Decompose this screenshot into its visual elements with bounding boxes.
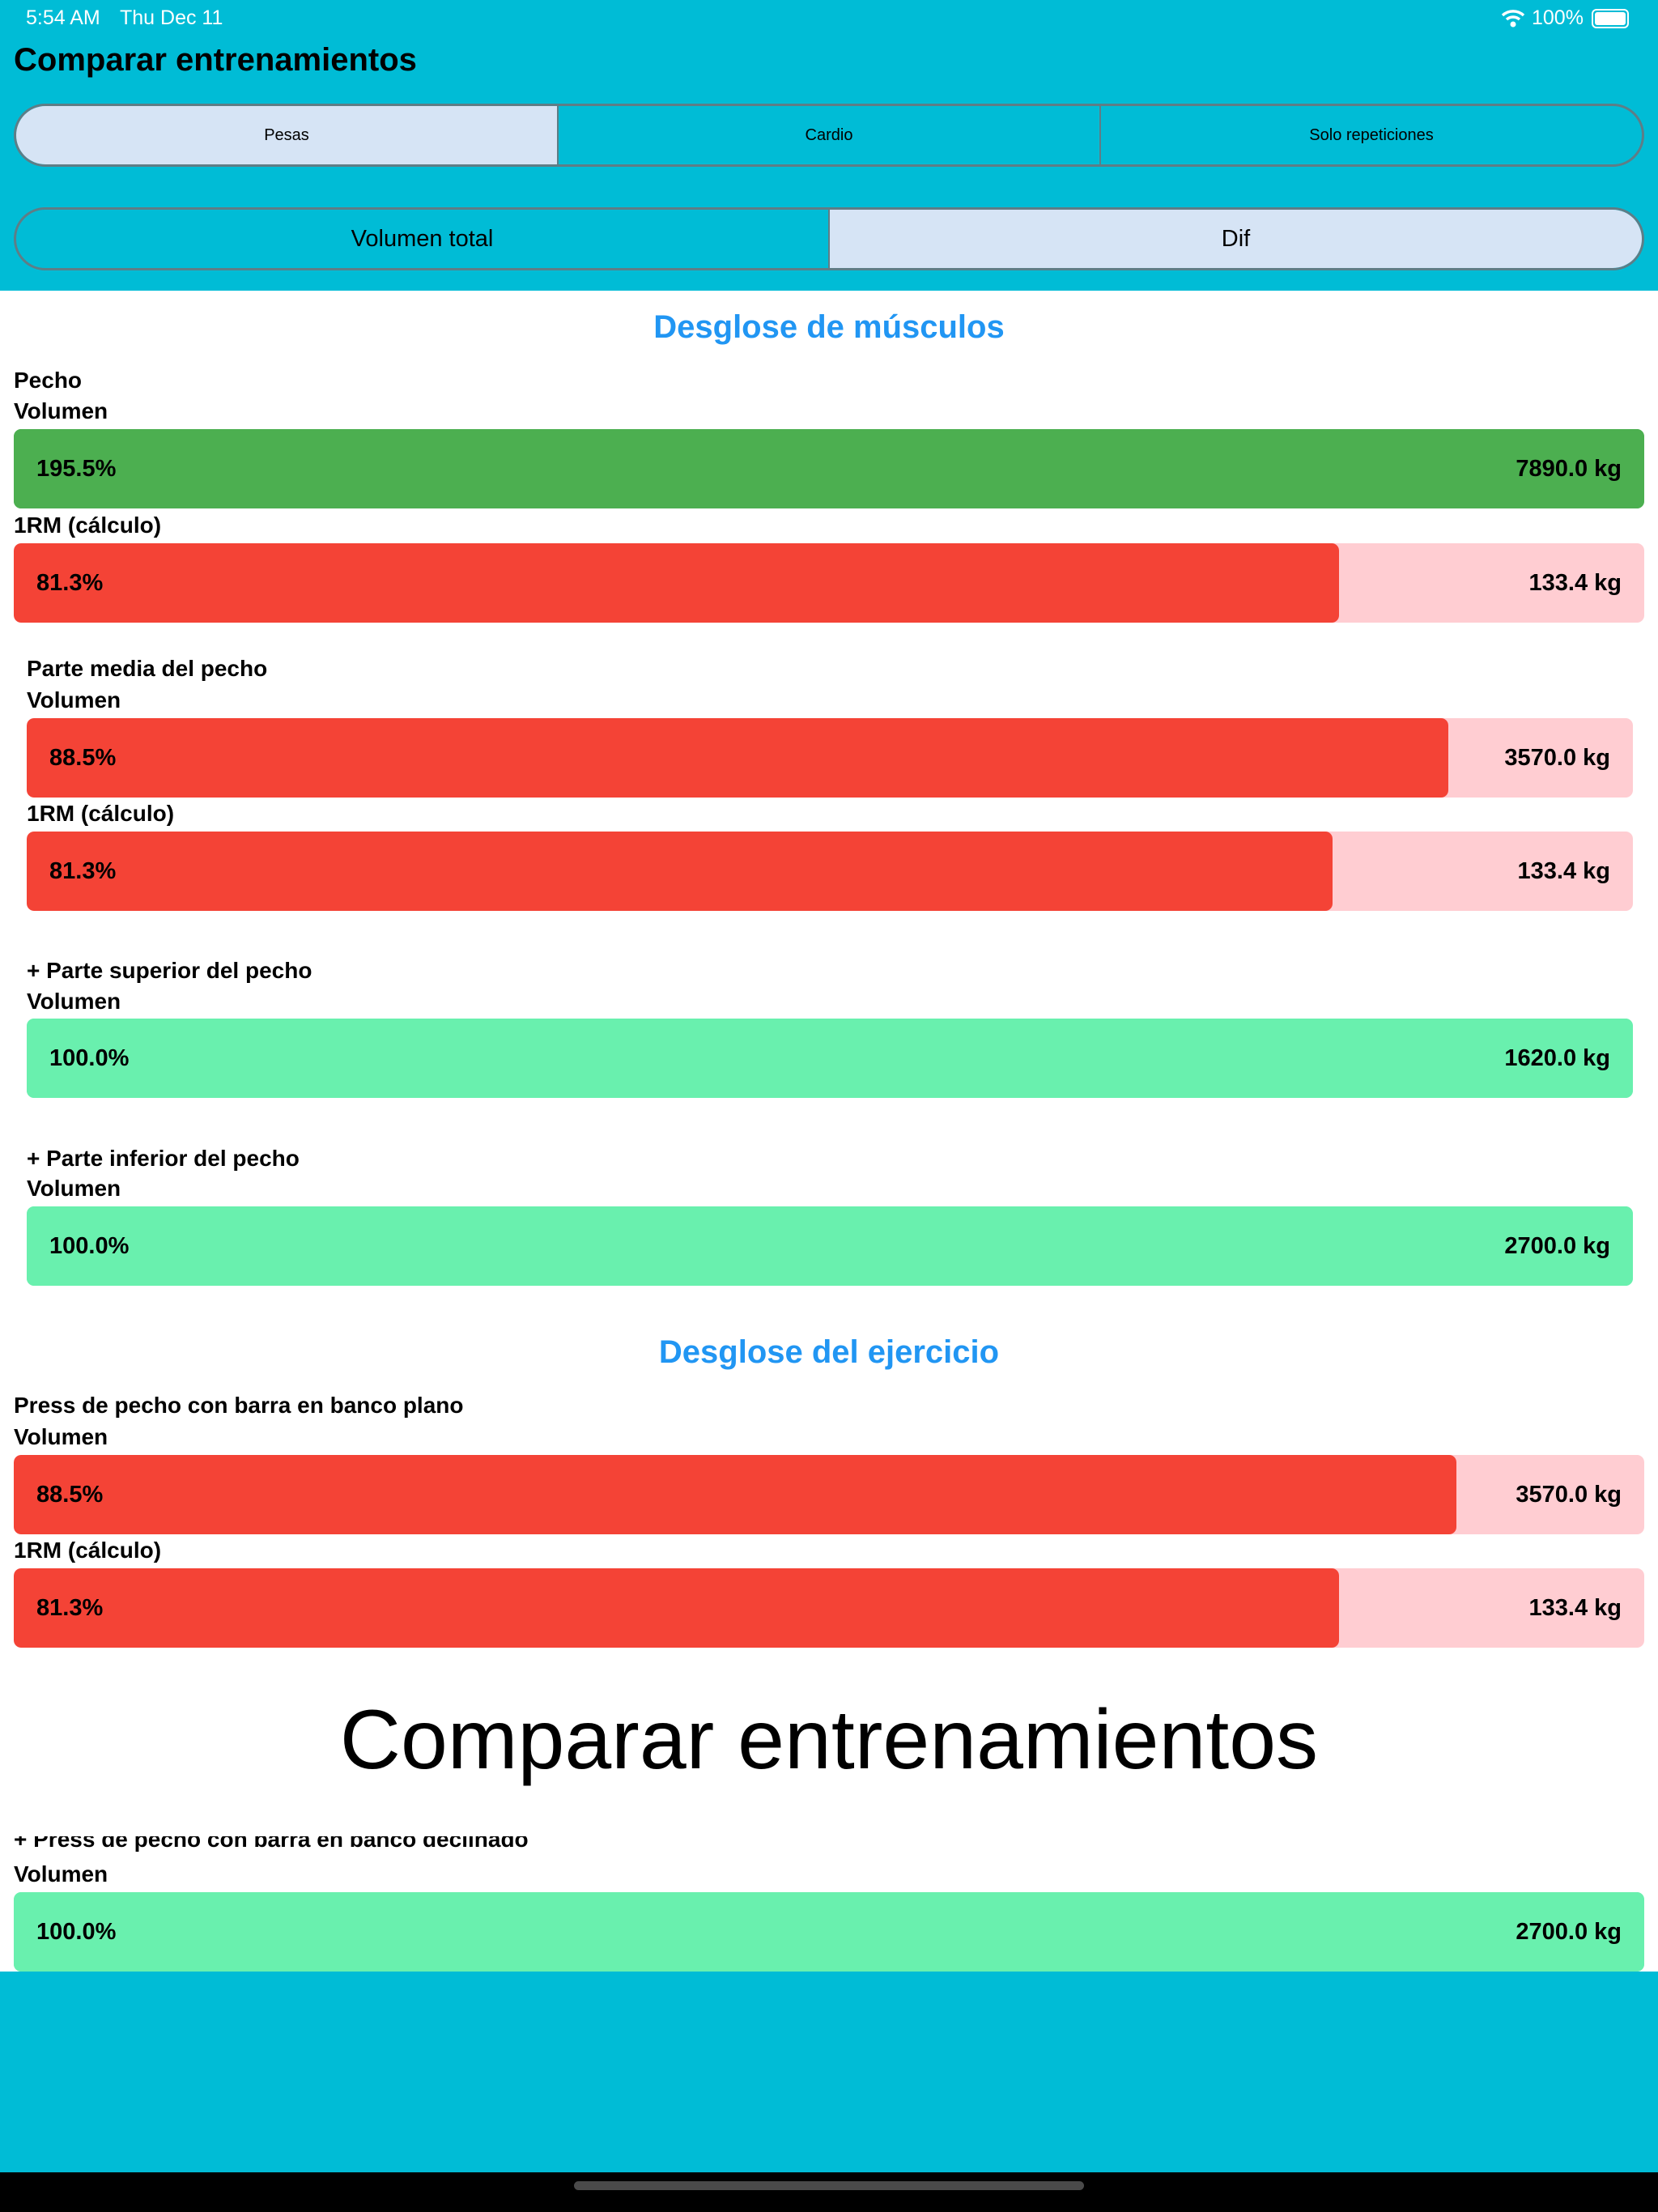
bar-fill <box>14 543 1340 623</box>
tab-volumen-total[interactable]: Volumen total <box>351 225 494 252</box>
comparison-bar: 81.3% 133.4 kg <box>14 543 1644 623</box>
percent-label: 100.0% <box>36 1918 117 1945</box>
percent-label: 88.5% <box>36 1481 104 1508</box>
comparison-bar: 81.3% 133.4 kg <box>14 1568 1644 1648</box>
metric-label: Volumen <box>27 1176 121 1201</box>
group-name: Pecho <box>14 368 83 393</box>
comparison-bar: 88.5% 3570.0 kg <box>27 718 1633 798</box>
bar-fill <box>27 718 1448 798</box>
bar-fill <box>14 429 1644 508</box>
workout-type-segmented-control: Pesas Cardio Solo repeticiones <box>14 104 1644 167</box>
exercise-section-title: Desglose del ejercicio <box>658 1334 1000 1370</box>
percent-label: 100.0% <box>49 1232 130 1259</box>
tab-pesas[interactable]: Pesas <box>16 106 557 164</box>
home-indicator-area <box>0 2172 1658 2212</box>
percent-label: 88.5% <box>49 744 117 771</box>
value-label: 3570.0 kg <box>1516 1481 1622 1508</box>
value-label: 7890.0 kg <box>1516 455 1622 482</box>
value-label: 3570.0 kg <box>1504 744 1610 771</box>
mode-segmented-control: Volumen total Dif <box>14 207 1644 270</box>
metric-label: Volumen <box>14 1861 108 1887</box>
comparison-bar: 100.0% 2700.0 kg <box>27 1206 1633 1286</box>
home-indicator[interactable] <box>574 2181 1084 2190</box>
comparison-bar: 195.5% 7890.0 kg <box>14 429 1644 508</box>
bar-fill <box>14 1568 1340 1648</box>
value-label: 133.4 kg <box>1528 569 1622 596</box>
muscle-section-title: Desglose de músculos <box>653 309 1005 345</box>
battery-percent: 100% <box>1532 6 1584 29</box>
battery-icon <box>1592 9 1629 28</box>
tab-solo-repeticiones[interactable]: Solo repeticiones <box>1099 106 1642 164</box>
group-name: + Press de pecho con barra en banco decl… <box>14 1836 529 1852</box>
metric-label: Volumen <box>27 989 121 1014</box>
comparison-bar: 100.0% 2700.0 kg <box>14 1892 1644 1972</box>
page-title: Comparar entrenamientos <box>14 42 417 78</box>
group-name: Press de pecho con barra en banco plano <box>14 1393 464 1418</box>
overlay-title: Comparar entrenamientos <box>339 1693 1319 1787</box>
comparison-bar: 100.0% 1620.0 kg <box>27 1019 1633 1098</box>
group-name-clipped: + Press de pecho con barra en banco decl… <box>0 1836 1658 1861</box>
value-label: 2700.0 kg <box>1504 1232 1610 1259</box>
percent-label: 100.0% <box>49 1044 130 1071</box>
value-label: 133.4 kg <box>1528 1594 1622 1621</box>
percent-label: 81.3% <box>49 857 117 884</box>
metric-label: Volumen <box>14 1424 108 1449</box>
group-name: Parte media del pecho <box>27 656 268 681</box>
wifi-icon <box>1501 10 1525 28</box>
metric-label: Volumen <box>27 687 121 713</box>
status-time: 5:54 AM <box>26 6 100 29</box>
metric-label: Volumen <box>14 398 108 423</box>
tab-cardio[interactable]: Cardio <box>557 106 1099 164</box>
metric-label: 1RM (cálculo) <box>14 1538 162 1563</box>
percent-label: 81.3% <box>36 1594 104 1621</box>
header-bar: 5:54 AM Thu Dec 11 100% Comparar entrena… <box>0 0 1658 291</box>
bar-fill <box>14 1892 1644 1972</box>
bar-fill <box>27 832 1333 911</box>
metric-label: 1RM (cálculo) <box>14 513 162 538</box>
tab-dif[interactable]: Dif <box>828 210 1642 268</box>
comparison-bar: 81.3% 133.4 kg <box>27 832 1633 911</box>
status-date: Thu Dec 11 <box>120 6 223 29</box>
comparison-bar: 88.5% 3570.0 kg <box>14 1455 1644 1534</box>
value-label: 133.4 kg <box>1517 857 1610 884</box>
group-name: + Parte inferior del pecho <box>27 1146 300 1171</box>
bar-fill <box>14 1455 1457 1534</box>
bar-fill <box>27 1019 1633 1098</box>
percent-label: 195.5% <box>36 455 117 482</box>
footer-bar <box>0 1972 1658 2172</box>
percent-label: 81.3% <box>36 569 104 596</box>
bar-fill <box>27 1206 1633 1286</box>
value-label: 2700.0 kg <box>1516 1918 1622 1945</box>
metric-label: 1RM (cálculo) <box>27 801 175 826</box>
group-name: + Parte superior del pecho <box>27 958 312 983</box>
value-label: 1620.0 kg <box>1504 1044 1610 1071</box>
